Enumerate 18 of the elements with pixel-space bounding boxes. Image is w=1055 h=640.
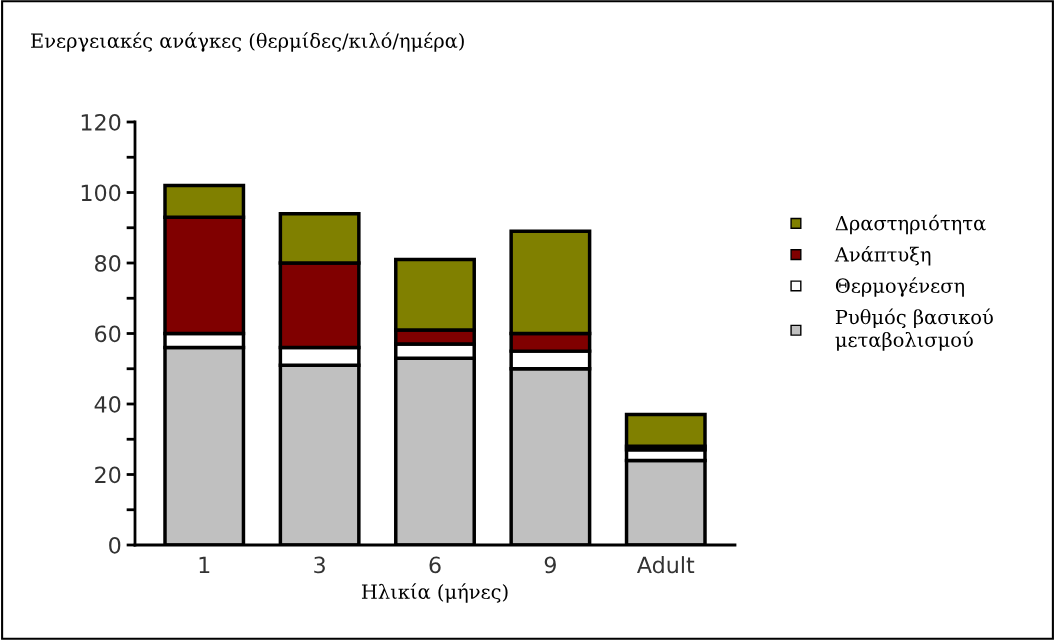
y-tick-label: 40 xyxy=(94,395,121,413)
y-tick-label: 80 xyxy=(95,254,121,272)
legend-label: Θερμογένεση xyxy=(835,277,964,297)
y-tick-label: 120 xyxy=(81,113,121,131)
x-tick-label: 6 xyxy=(429,556,441,574)
y-tick-label: 100 xyxy=(81,184,121,202)
legend-label: Ρυθμός βασικού μεταβολισμού xyxy=(835,308,993,351)
x-tick-label: Adult xyxy=(637,556,695,574)
y-tick-label: 60 xyxy=(95,325,121,343)
chart-title: Ενεργειακές ανάγκες (θερμίδες/κιλό/ημέρα) xyxy=(31,32,464,52)
legend-label: Ανάπτυξη xyxy=(834,245,931,266)
y-tick-label: 20 xyxy=(95,466,121,484)
x-axis-title: Ηλικία (μήνες) xyxy=(361,583,508,603)
legend-label: Δραστηριότητα xyxy=(835,214,986,235)
x-tick-label: 9 xyxy=(544,556,556,574)
y-tick-label: 0 xyxy=(109,536,121,554)
x-tick-label: 3 xyxy=(314,556,325,574)
x-tick-label: 1 xyxy=(199,556,210,573)
